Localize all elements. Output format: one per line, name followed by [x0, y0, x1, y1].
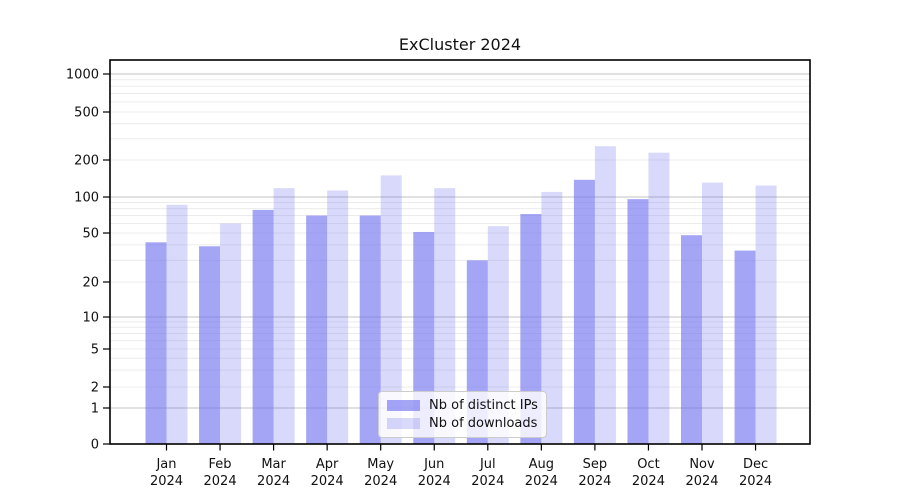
bar	[273, 188, 295, 444]
chart-title: ExCluster 2024	[398, 35, 522, 54]
x-tick-month: Jun	[423, 457, 444, 472]
y-tick-label: 500	[74, 106, 99, 121]
bar	[681, 235, 702, 444]
y-tick-label: 20	[82, 276, 99, 291]
bar	[487, 226, 509, 444]
bar	[734, 250, 756, 444]
y-tick-label: 200	[74, 154, 99, 169]
x-tick-year: 2024	[311, 474, 344, 489]
x-tick-month: Feb	[209, 457, 232, 472]
x-tick-year: 2024	[578, 474, 611, 489]
x-tick-year: 2024	[364, 474, 397, 489]
y-tick-label: 1	[91, 402, 99, 417]
legend-swatch-downloads	[387, 418, 420, 429]
bars-downloads	[166, 146, 777, 445]
axes-frame	[109, 59, 811, 445]
x-tick-year: 2024	[632, 474, 665, 489]
y-tick-label: 2	[91, 381, 99, 396]
bar	[627, 199, 649, 444]
bar	[648, 152, 670, 444]
y-tick-label: 1000	[66, 68, 99, 83]
bar	[199, 246, 221, 444]
legend-label-distinct-ips: Nb of distinct IPs	[429, 398, 538, 413]
gridlines-minor	[110, 79, 810, 388]
bar	[413, 231, 435, 444]
x-tick-year: 2024	[525, 474, 558, 489]
legend-item-downloads: Nb of downloads	[387, 416, 537, 431]
y-tick-label: 50	[82, 227, 99, 242]
bar	[520, 214, 542, 444]
bar	[327, 190, 349, 444]
bar	[702, 182, 723, 444]
x-tick-month: Oct	[637, 457, 659, 472]
y-tick-label: 100	[74, 191, 99, 206]
legend-item-distinct-ips: Nb of distinct IPs	[387, 398, 538, 413]
y-tick-label: 10	[82, 311, 99, 326]
bar	[594, 146, 616, 444]
x-tick-year: 2024	[257, 474, 290, 489]
bar	[541, 191, 563, 444]
x-tick-year: 2024	[204, 474, 237, 489]
x-tick-year: 2024	[685, 474, 718, 489]
x-tick-month: Nov	[689, 457, 715, 472]
x-tick-month: Mar	[261, 457, 286, 472]
legend-label-downloads: Nb of downloads	[429, 416, 538, 431]
x-axis: Jan 2024 Feb 2024 Mar 2024 Apr 2024 May 2024 Jun 20…	[150, 444, 772, 489]
bars-distinct-ips	[145, 179, 756, 444]
x-tick-year: 2024	[418, 474, 451, 489]
y-axis: 0 1 2 5 10 20 50 100 200 500 1000	[66, 68, 110, 453]
bar	[220, 223, 242, 444]
x-tick-month: Apr	[316, 457, 339, 472]
x-tick-year: 2024	[739, 474, 772, 489]
bar	[166, 204, 188, 444]
x-tick-month: Sep	[583, 457, 608, 472]
bar	[573, 179, 595, 444]
y-tick-label: 5	[91, 343, 99, 358]
bar	[755, 185, 777, 445]
bar	[145, 242, 167, 444]
bar	[434, 188, 456, 444]
x-tick-month: Aug	[529, 457, 554, 472]
legend: Nb of distinct IPs Nb of downloads	[378, 391, 547, 438]
x-tick-month: Jan	[155, 457, 176, 472]
y-tick-label: 0	[91, 438, 99, 453]
x-tick-year: 2024	[150, 474, 183, 489]
legend-swatch-distinct-ips	[387, 400, 420, 411]
bar	[380, 175, 402, 444]
x-tick-year: 2024	[471, 474, 504, 489]
x-tick-month: Jul	[479, 457, 496, 472]
bar	[359, 215, 381, 444]
bar	[252, 209, 274, 444]
x-tick-month: May	[367, 457, 394, 472]
x-tick-month: Dec	[743, 457, 768, 472]
bar	[306, 215, 328, 444]
